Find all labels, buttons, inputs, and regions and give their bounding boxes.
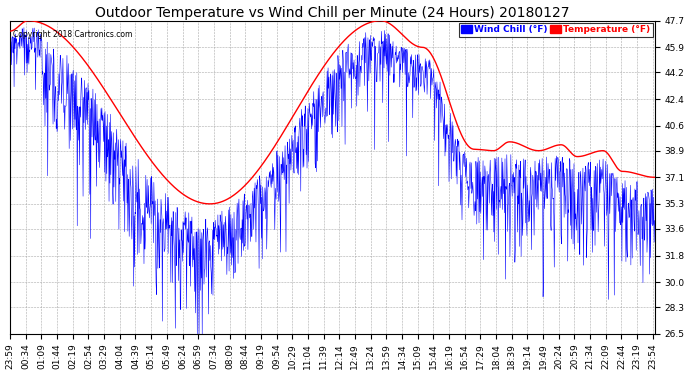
Legend: Wind Chill (°F), Temperature (°F): Wind Chill (°F), Temperature (°F)	[459, 22, 653, 37]
Title: Outdoor Temperature vs Wind Chill per Minute (24 Hours) 20180127: Outdoor Temperature vs Wind Chill per Mi…	[95, 6, 569, 20]
Text: Copyright 2018 Cartronics.com: Copyright 2018 Cartronics.com	[13, 30, 132, 39]
